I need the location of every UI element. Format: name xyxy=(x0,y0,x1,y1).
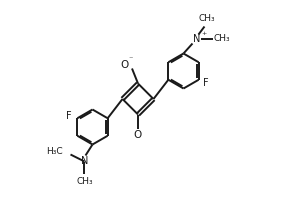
Text: CH₃: CH₃ xyxy=(213,34,230,43)
Text: N: N xyxy=(81,156,88,166)
Text: F: F xyxy=(66,111,71,121)
Text: N: N xyxy=(193,33,200,44)
Text: +: + xyxy=(201,31,206,36)
Text: CH₃: CH₃ xyxy=(76,177,93,186)
Text: O: O xyxy=(121,59,129,70)
Text: CH₃: CH₃ xyxy=(198,14,215,23)
Text: O: O xyxy=(134,130,142,140)
Text: ⁻: ⁻ xyxy=(129,54,133,63)
Text: F: F xyxy=(203,78,209,88)
Text: H₃C: H₃C xyxy=(46,147,63,156)
